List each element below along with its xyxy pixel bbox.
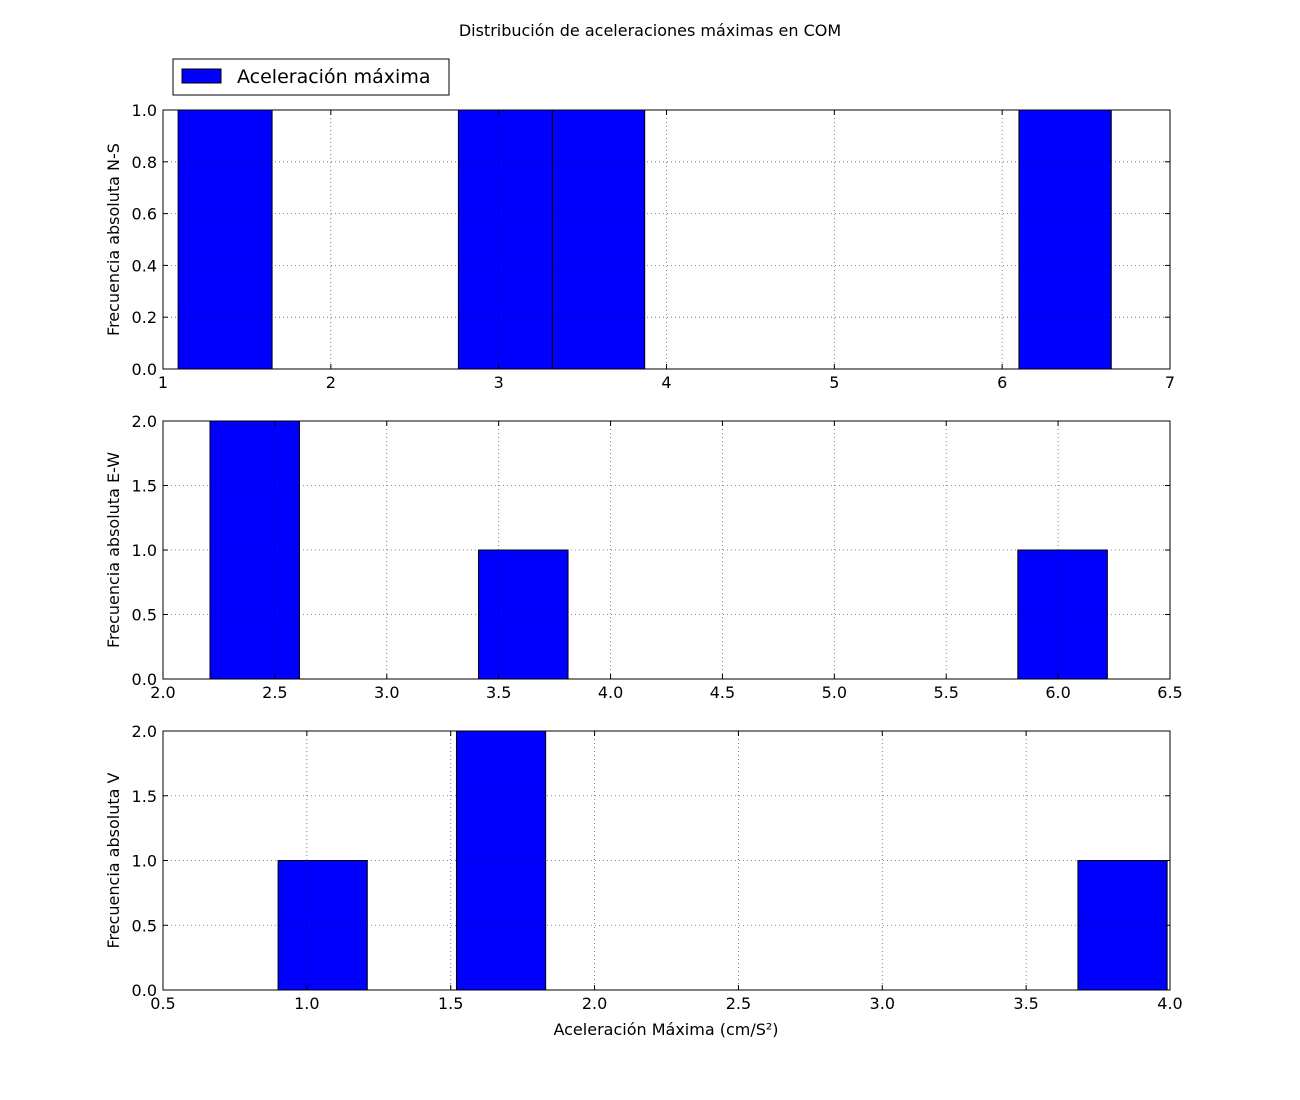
y-tick-label-ns: 0.4: [132, 256, 157, 275]
x-tick-label-ew: 4.0: [598, 683, 623, 702]
y-tick-label-ns: 1.0: [132, 101, 157, 120]
y-axis-label-ew: Frecuencia absoluta E-W: [104, 452, 123, 648]
bar-v-2: [455, 730, 547, 991]
subplot-v: 0.5 1.0 1.5 2.0 2.5 3.0 3.5 4.00.00.51.01.52.0F…: [104, 722, 1183, 1013]
x-tick-label-ew: 4.5: [710, 683, 735, 702]
x-tick-label-ew: 6.5: [1157, 683, 1182, 702]
y-axis-label-ns: Frecuencia absoluta N-S: [104, 143, 123, 336]
x-tick-label-ns: 1: [158, 373, 168, 392]
x-tick-label-ns: 4: [661, 373, 671, 392]
legend-swatch: [181, 68, 222, 84]
x-tick-label-v: 1.0: [294, 994, 319, 1013]
y-tick-label-ew: 1.5: [132, 477, 157, 496]
bar-v-1: [277, 860, 368, 991]
x-tick-label-v: 2.0: [582, 994, 607, 1013]
x-tick-label-v: 0.5: [150, 994, 175, 1013]
x-tick-label-ew: 6.0: [1045, 683, 1070, 702]
x-tick-label-v: 3.5: [1013, 994, 1038, 1013]
y-tick-label-ew: 0.0: [132, 670, 157, 689]
subplot-ns: 1 2 3 4 5 6 7 0.0 0.2 0.4 0.6 0.8 1.0 Frecuencia abso…: [104, 101, 1175, 392]
x-tick-label-ew: 5.0: [822, 683, 847, 702]
y-tick-label-ew: 1.0: [132, 541, 157, 560]
x-tick-label-v: 1.5: [438, 994, 463, 1013]
y-tick-label-v: 1.0: [132, 852, 157, 871]
bar-ns-1: [177, 109, 273, 370]
x-tick-label-ns: 6: [997, 373, 1007, 392]
subplot-ew: 2.0 2.5 3.0 3.5 4.0 4.5 5.0 5.5 6.0 6.5 0.0 0.5 1.0 1…: [104, 412, 1183, 702]
x-tick-label-v: 4.0: [1157, 994, 1182, 1013]
x-tick-label-ew: 2.0: [150, 683, 175, 702]
y-tick-label-ns: 0.2: [132, 308, 157, 327]
y-tick-label-v: 0.0: [132, 981, 157, 1000]
bar-ns-3: [551, 109, 646, 370]
x-tick-label-ns: 5: [829, 373, 839, 392]
x-tick-label-v: 3.0: [870, 994, 895, 1013]
y-tick-label-ns: 0.0: [132, 360, 157, 379]
x-tick-label-ns: 2: [326, 373, 336, 392]
x-tick-label-ns: 7: [1165, 373, 1175, 392]
y-tick-label-ns: 0.6: [132, 205, 157, 224]
y-tick-label-v: 0.5: [132, 916, 157, 935]
x-tick-label-v: 2.5: [726, 994, 751, 1013]
x-tick-label-ew: 3.5: [486, 683, 511, 702]
y-axis-label-v: Frecuencia absoluta V: [104, 772, 123, 948]
y-tick-label-v: 2.0: [132, 722, 157, 741]
bar-ns-2: [457, 109, 553, 370]
x-tick-label-ns: 3: [494, 373, 504, 392]
x-tick-label-ew: 5.5: [933, 683, 958, 702]
y-tick-label-ns: 0.8: [132, 153, 157, 172]
x-tick-label-ew: 2.5: [262, 683, 287, 702]
y-tick-label-v: 1.5: [132, 787, 157, 806]
bar-v-3: [1077, 860, 1168, 991]
bar-ns-4: [1018, 109, 1112, 370]
y-tick-label-ew: 2.0: [132, 412, 157, 431]
x-tick-label-ew: 3.0: [374, 683, 399, 702]
subplots: 1 2 3 4 5 6 7 0.0 0.2 0.4 0.6 0.8 1.0 Frecuencia abso…: [104, 101, 1183, 1013]
legend: Aceleración máxima: [172, 58, 450, 96]
y-tick-label-ew: 0.5: [132, 606, 157, 625]
legend-label: Aceleración máxima: [237, 66, 430, 88]
chart-title: Distribución de aceleraciones máximas en…: [459, 21, 841, 40]
bar-ew-1: [209, 420, 301, 680]
x-axis-label: Aceleración Máxima (cm/S²): [553, 1020, 778, 1039]
bar-ew-3: [1017, 549, 1108, 680]
